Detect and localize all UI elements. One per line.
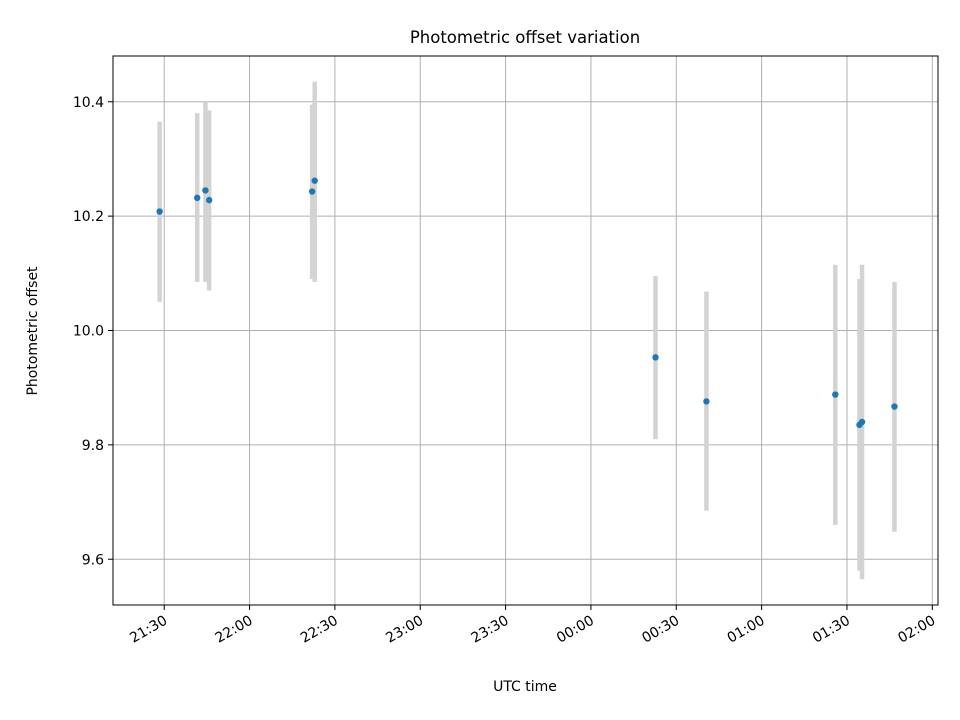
data-point: [703, 398, 710, 405]
data-point: [891, 403, 898, 410]
x-tick-label: 00:00: [554, 613, 597, 647]
data-point: [311, 177, 318, 184]
y-tick-label: 9.8: [82, 438, 104, 454]
data-point: [308, 188, 316, 195]
x-tick-label: 23:30: [469, 613, 512, 647]
x-ticks: 21:30 22:00 22:30 23:00 23:30 00:00 00:30 01:00…: [127, 605, 938, 647]
data-point: [832, 391, 839, 398]
x-tick-label: 22:30: [298, 613, 341, 647]
x-tick-label: 01:30: [810, 613, 853, 647]
y-tick-label: 9.6: [82, 552, 104, 568]
x-tick-label: 01:00: [725, 613, 768, 647]
x-tick-label: 23:00: [383, 613, 426, 647]
grid-lines: [113, 56, 938, 605]
data-point: [202, 187, 209, 194]
chart-title: Photometric offset variation: [410, 28, 640, 47]
data-points: [156, 177, 898, 429]
y-tick-label: 10.4: [73, 95, 104, 111]
data-point: [194, 194, 201, 202]
y-tick-label: 10.2: [73, 209, 104, 225]
y-tick-label: 10.0: [73, 324, 104, 340]
y-ticks: 9.6 9.8 10.0 10.2 10.4: [73, 95, 113, 568]
y-axis-label: Photometric offset: [25, 266, 41, 396]
x-tick-label: 22:00: [213, 613, 256, 647]
data-point: [858, 418, 866, 426]
x-tick-label: 02:00: [895, 613, 938, 647]
x-tick-label: 00:30: [639, 613, 682, 647]
x-axis-label: UTC time: [493, 679, 557, 695]
data-point: [205, 196, 213, 204]
x-tick-label: 21:30: [127, 613, 170, 647]
data-point: [652, 354, 659, 361]
data-point: [156, 208, 163, 215]
